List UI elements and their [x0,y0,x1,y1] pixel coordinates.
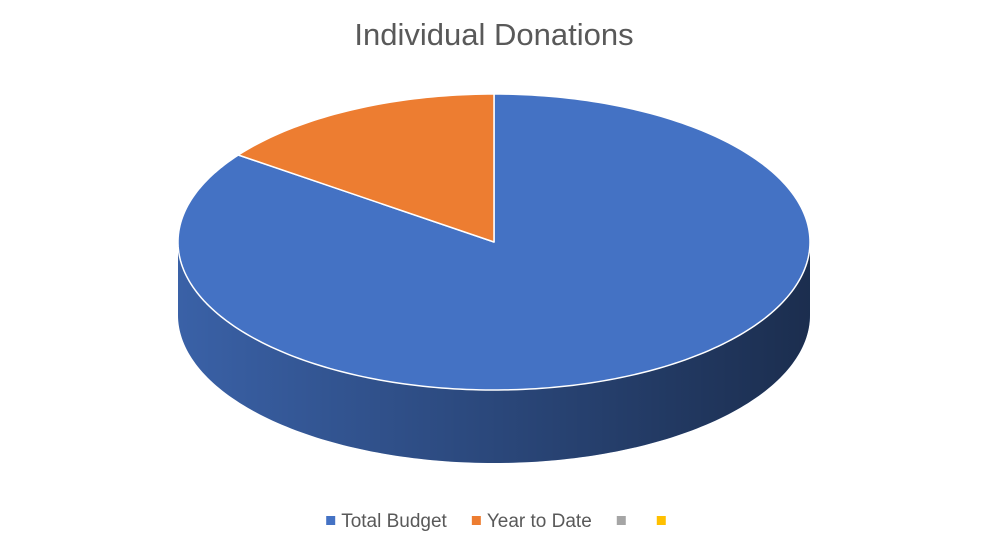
legend-label: Total Budget [341,511,447,532]
legend-label: Year to Date [487,511,592,532]
legend: Total Budget Year to Date [326,511,666,532]
legend-marker [471,516,481,525]
legend-marker [326,516,336,525]
legend-marker [616,516,626,525]
slice [237,93,495,243]
legend-marker [656,516,666,525]
slice-side-shade [178,242,810,463]
chart-title: Individual Donations [354,17,633,52]
